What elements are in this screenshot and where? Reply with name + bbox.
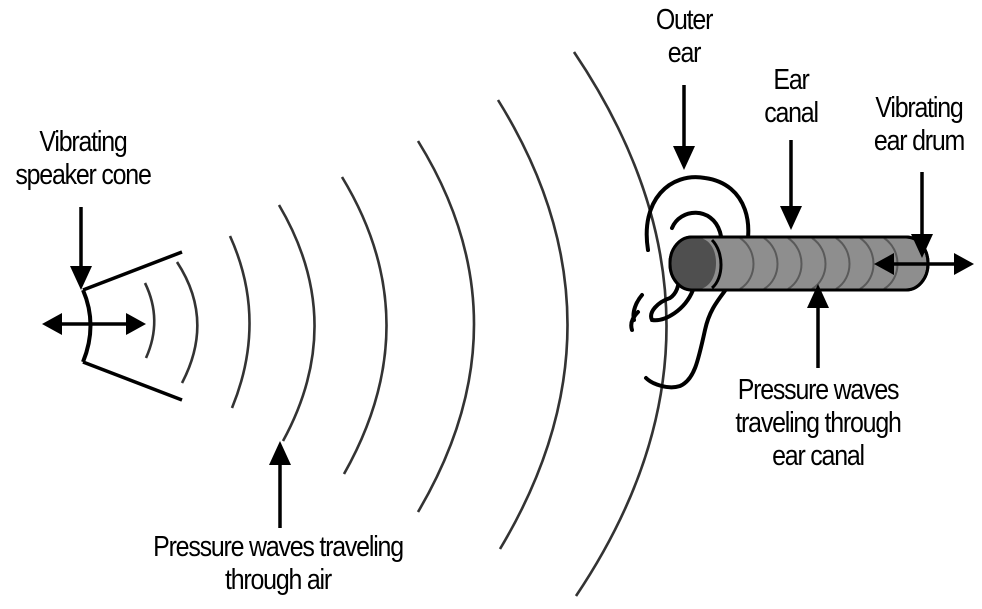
label-line: ear canal	[772, 440, 865, 472]
speaker-vibration-arrow	[42, 313, 146, 335]
label-pressure-waves-ear-canal: Pressure waves traveling through ear can…	[717, 374, 920, 473]
label-line: Pressure waves	[737, 374, 900, 406]
canal-wave-ring	[763, 237, 779, 290]
label-pressure-waves-air: Pressure waves traveling through air	[113, 531, 443, 597]
label-line: Ear	[773, 64, 809, 96]
ear-canal-inner-edge	[710, 238, 723, 290]
arrowhead-down-icon	[911, 234, 933, 258]
label-vibrating-ear-drum: Vibrating ear drum	[865, 92, 973, 158]
wave-arc	[416, 140, 476, 513]
canal-wave-ring	[835, 237, 851, 290]
wave-arc	[572, 51, 668, 597]
speaker-pointer-arrow	[70, 207, 92, 290]
canal-wave-ring	[787, 237, 803, 290]
arrowhead-left-icon	[42, 313, 62, 335]
outer-ear-pointer-arrow	[673, 85, 695, 170]
ear-canal-pointer-arrow	[780, 140, 802, 230]
label-line: ear	[667, 37, 702, 69]
arrowhead-up-icon	[269, 441, 291, 465]
label-line: Outer	[655, 4, 714, 36]
wave-arc	[143, 282, 156, 359]
canal-wave-ring	[739, 237, 755, 290]
label-line: through air	[225, 564, 332, 596]
label-vibrating-speaker-cone: Vibrating speaker cone	[12, 126, 155, 192]
label-line: ear drum	[873, 125, 965, 157]
arrowhead-right-icon	[126, 313, 146, 335]
ear-antihelix	[649, 210, 724, 323]
air-waves-pointer-arrow	[269, 441, 291, 528]
label-outer-ear: Outer ear	[632, 4, 735, 70]
ear-lobe-notch	[629, 310, 640, 332]
label-ear-canal: Ear canal	[744, 64, 839, 130]
air-pressure-waves	[143, 51, 668, 597]
speaker-cone-top-edge	[82, 250, 183, 292]
arrowhead-right-icon	[954, 253, 974, 275]
arrowhead-left-icon	[874, 253, 894, 275]
wave-arc	[228, 235, 251, 409]
canal-waves-pointer-arrow	[807, 284, 829, 368]
speaker-diaphragm	[81, 289, 93, 363]
arrowhead-down-icon	[780, 206, 802, 230]
speaker-cone-bottom-edge	[82, 360, 183, 402]
label-line: speaker cone	[15, 159, 152, 191]
canal-wave-rings	[739, 237, 899, 290]
ear-canal-tube	[668, 235, 930, 292]
wave-arc	[175, 261, 199, 384]
label-line: Vibrating	[875, 92, 963, 124]
label-line: traveling through	[735, 407, 902, 439]
arrowhead-down-icon	[70, 266, 92, 290]
wave-arc	[277, 204, 316, 442]
wave-arc	[496, 99, 569, 550]
label-line: Pressure waves traveling	[153, 531, 404, 563]
ear-drum-pointer-arrow	[911, 172, 933, 258]
wave-arc	[340, 176, 388, 475]
arrowhead-up-icon	[807, 284, 829, 308]
label-line: Vibrating	[39, 126, 127, 158]
arrowhead-down-icon	[673, 146, 695, 170]
canal-wave-ring	[859, 237, 875, 290]
ear-canal-opening	[670, 237, 716, 290]
ear-drum-vibration-arrow	[874, 253, 974, 275]
canal-wave-ring	[811, 237, 827, 290]
label-line: canal	[764, 97, 819, 129]
